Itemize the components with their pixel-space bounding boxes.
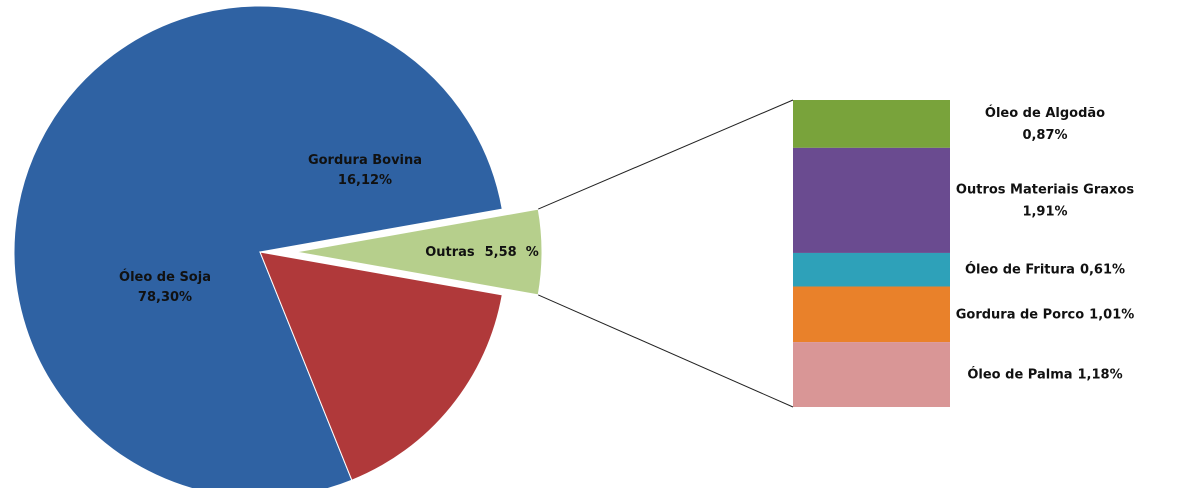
segment-category: Óleo de Palma — [967, 367, 1072, 383]
segment-category: Óleo de Algodão — [985, 105, 1105, 121]
bar-segment — [793, 147, 950, 253]
segment-value-label: 1,18% — [1078, 368, 1123, 383]
slice-label: Outras 5,58 % — [425, 245, 539, 260]
segment-value-label: 0,61% — [1080, 263, 1125, 278]
slice-value-label: 78,30% — [138, 290, 192, 305]
pie-slice — [13, 5, 503, 488]
segment-label: Óleo de Palma 1,18% — [967, 367, 1122, 383]
segment-label: Outros Materiais Graxos 1,91% — [956, 182, 1134, 219]
pie-slice — [295, 208, 543, 296]
slice-value-label: 5,58 % — [485, 245, 539, 260]
slice-label: Gordura Bovina 16,12% — [308, 153, 422, 188]
bar-segment — [793, 342, 950, 407]
segment-value-label: 1,91% — [1022, 204, 1067, 219]
segment-category: Óleo de Fritura — [965, 262, 1075, 278]
pie-slice — [259, 251, 503, 481]
segment-category: Gordura de Porco — [956, 307, 1085, 322]
segment-label: Óleo de Fritura 0,61% — [965, 262, 1125, 278]
connector-line — [538, 294, 794, 408]
bar-segment — [793, 286, 950, 343]
connector-line — [538, 99, 794, 210]
slice-category: Outras — [425, 245, 475, 260]
slice-label: Óleo de Soja 78,30% — [119, 269, 211, 305]
bar-segment — [793, 252, 950, 287]
slice-category: Óleo de Soja — [119, 269, 211, 285]
segment-category: Outros Materiais Graxos — [956, 182, 1134, 197]
segment-value-label: 0,87% — [1022, 128, 1067, 143]
segment-value-label: 1,01% — [1089, 307, 1134, 322]
bar-segment — [793, 100, 950, 148]
segment-label: Gordura de Porco 1,01% — [956, 307, 1135, 322]
segment-label: Óleo de Algodão 0,87% — [985, 105, 1105, 143]
slice-category: Gordura Bovina — [308, 153, 422, 168]
slice-value-label: 16,12% — [338, 173, 392, 188]
